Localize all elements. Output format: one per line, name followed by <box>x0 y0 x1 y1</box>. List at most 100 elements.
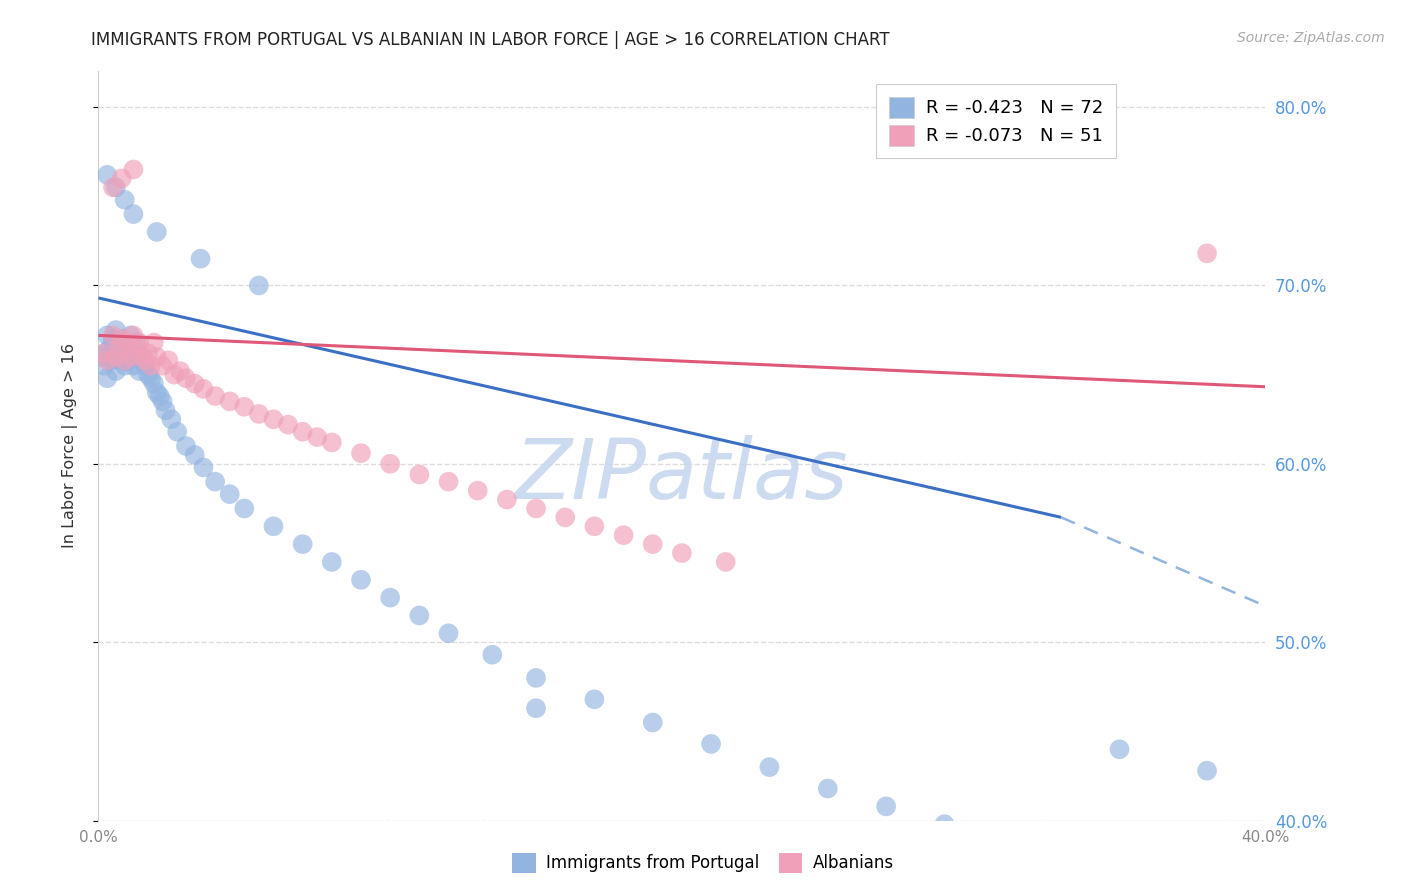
Point <box>174 371 197 385</box>
Point <box>111 171 134 186</box>
Point <box>524 671 547 685</box>
Point <box>218 487 240 501</box>
Point <box>193 382 215 396</box>
Point <box>98 341 121 355</box>
Point <box>136 368 159 382</box>
Point <box>169 364 191 378</box>
Point <box>125 350 148 364</box>
Point <box>128 364 150 378</box>
Point <box>467 483 489 498</box>
Point <box>128 335 150 350</box>
Point <box>90 350 112 364</box>
Point <box>817 781 839 796</box>
Point <box>408 467 430 482</box>
Point <box>991 835 1014 849</box>
Point <box>139 359 162 373</box>
Point <box>111 332 134 346</box>
Point <box>111 350 134 364</box>
Point <box>146 385 169 400</box>
Point <box>934 817 956 831</box>
Point <box>554 510 576 524</box>
Point <box>134 359 156 373</box>
Point <box>125 341 148 355</box>
Point <box>307 430 329 444</box>
Point <box>233 400 256 414</box>
Point <box>122 346 145 360</box>
Y-axis label: In Labor Force | Age > 16: In Labor Force | Age > 16 <box>62 343 77 549</box>
Point <box>875 799 897 814</box>
Legend: Immigrants from Portugal, Albanians: Immigrants from Portugal, Albanians <box>506 847 900 880</box>
Point <box>101 332 124 346</box>
Point <box>139 371 162 385</box>
Point <box>612 528 634 542</box>
Point <box>152 359 174 373</box>
Point <box>671 546 693 560</box>
Point <box>122 162 145 177</box>
Point <box>131 350 153 364</box>
Point <box>583 692 606 706</box>
Text: ZIPatlas: ZIPatlas <box>515 435 849 516</box>
Point <box>111 332 134 346</box>
Point <box>247 278 270 293</box>
Point <box>146 350 169 364</box>
Point <box>408 608 430 623</box>
Point <box>262 519 284 533</box>
Point <box>114 359 136 373</box>
Point <box>583 519 606 533</box>
Point <box>149 389 172 403</box>
Point <box>1108 742 1130 756</box>
Point <box>291 537 314 551</box>
Point <box>155 403 177 417</box>
Point <box>1195 764 1218 778</box>
Point <box>108 341 131 355</box>
Point <box>104 364 127 378</box>
Point <box>131 350 153 364</box>
Point <box>247 407 270 421</box>
Point <box>142 335 165 350</box>
Point <box>481 648 503 662</box>
Point <box>104 323 127 337</box>
Point <box>163 368 186 382</box>
Point <box>174 439 197 453</box>
Point <box>321 435 343 450</box>
Point <box>93 346 115 360</box>
Point <box>96 168 118 182</box>
Point <box>714 555 737 569</box>
Point <box>1195 246 1218 260</box>
Point <box>204 475 226 489</box>
Point <box>131 353 153 368</box>
Point <box>262 412 284 426</box>
Point <box>101 335 124 350</box>
Point <box>160 412 183 426</box>
Point <box>114 335 136 350</box>
Point <box>146 225 169 239</box>
Point <box>190 252 212 266</box>
Point <box>152 394 174 409</box>
Point <box>101 180 124 194</box>
Point <box>96 371 118 385</box>
Point <box>496 492 519 507</box>
Point <box>122 207 145 221</box>
Point <box>142 376 165 391</box>
Point <box>120 328 142 343</box>
Point <box>98 353 121 368</box>
Point <box>93 346 115 360</box>
Point <box>114 353 136 368</box>
Point <box>437 475 460 489</box>
Legend: R = -0.423   N = 72, R = -0.073   N = 51: R = -0.423 N = 72, R = -0.073 N = 51 <box>876 84 1116 159</box>
Point <box>122 328 145 343</box>
Point <box>183 376 205 391</box>
Point <box>125 335 148 350</box>
Point <box>380 591 402 605</box>
Point <box>183 448 205 462</box>
Point <box>166 425 188 439</box>
Point <box>101 350 124 364</box>
Point <box>117 350 139 364</box>
Point <box>524 701 547 715</box>
Point <box>204 389 226 403</box>
Point <box>136 346 159 360</box>
Point <box>122 359 145 373</box>
Point <box>104 180 127 194</box>
Point <box>134 353 156 368</box>
Point <box>524 501 547 516</box>
